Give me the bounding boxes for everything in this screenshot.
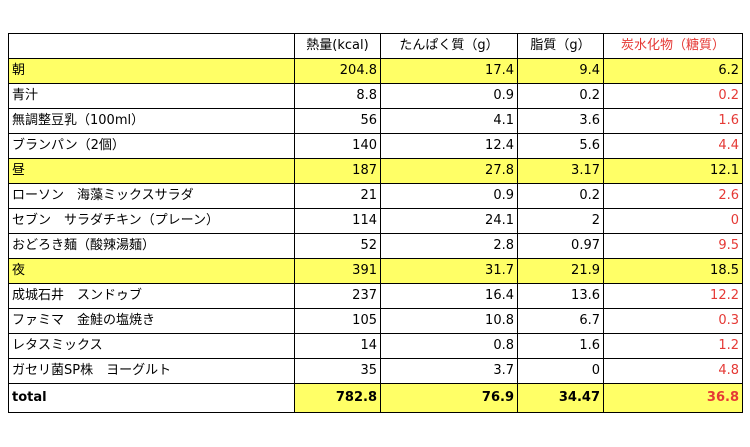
- cell-kcal: 35: [294, 358, 381, 384]
- cell-carb: 9.5: [603, 233, 743, 259]
- cell-protein: 31.7: [380, 258, 518, 284]
- cell-kcal: 204.8: [294, 58, 381, 84]
- cell-protein: 27.8: [380, 158, 518, 184]
- cell-fat: 0.2: [517, 83, 604, 109]
- cell-name: ファミマ 金鮭の塩焼き: [8, 308, 295, 334]
- total-carb: 36.8: [603, 383, 743, 413]
- cell-fat: 2: [517, 208, 604, 234]
- cell-carb: 12.2: [603, 283, 743, 309]
- cell-fat: 3.17: [517, 158, 604, 184]
- cell-carb: 0.2: [603, 83, 743, 109]
- table-body: 朝 204.8 17.4 9.4 6.2 青汁 8.8 0.9 0.2 0.2 無調整豆乳（100m…: [8, 58, 743, 384]
- cell-kcal: 14: [294, 333, 381, 359]
- cell-name: 朝: [8, 58, 295, 84]
- cell-fat: 0.2: [517, 183, 604, 209]
- cell-fat: 3.6: [517, 108, 604, 134]
- cell-kcal: 56: [294, 108, 381, 134]
- cell-protein: 17.4: [380, 58, 518, 84]
- header-cell-kcal: 熱量(kcal): [294, 33, 381, 59]
- section-row: 夜 391 31.7 21.9 18.5: [8, 258, 743, 284]
- header-cell-carb: 炭水化物（糖質）: [603, 33, 743, 59]
- total-label: total: [8, 383, 295, 413]
- cell-kcal: 8.8: [294, 83, 381, 109]
- cell-carb: 4.8: [603, 358, 743, 384]
- header-cell-fat: 脂質（g）: [517, 33, 604, 59]
- cell-name: おどろき麺（酸辣湯麺）: [8, 233, 295, 259]
- cell-protein: 12.4: [380, 133, 518, 159]
- cell-kcal: 187: [294, 158, 381, 184]
- cell-name: ガセリ菌SP株 ヨーグルト: [8, 358, 295, 384]
- table-row: ローソン 海藻ミックスサラダ 21 0.9 0.2 2.6: [8, 183, 743, 209]
- cell-carb: 0.3: [603, 308, 743, 334]
- table-row: 青汁 8.8 0.9 0.2 0.2: [8, 83, 743, 109]
- cell-kcal: 105: [294, 308, 381, 334]
- cell-name: 無調整豆乳（100ml）: [8, 108, 295, 134]
- cell-kcal: 52: [294, 233, 381, 259]
- cell-protein: 0.9: [380, 183, 518, 209]
- cell-name: 青汁: [8, 83, 295, 109]
- cell-fat: 1.6: [517, 333, 604, 359]
- table-row: レタスミックス 14 0.8 1.6 1.2: [8, 333, 743, 359]
- cell-protein: 0.8: [380, 333, 518, 359]
- cell-carb: 0: [603, 208, 743, 234]
- table-row: 無調整豆乳（100ml） 56 4.1 3.6 1.6: [8, 108, 743, 134]
- cell-name: 昼: [8, 158, 295, 184]
- cell-name: ブランパン（2個）: [8, 133, 295, 159]
- cell-carb: 1.6: [603, 108, 743, 134]
- cell-carb: 6.2: [603, 58, 743, 84]
- total-fat: 34.47: [517, 383, 604, 413]
- cell-kcal: 237: [294, 283, 381, 309]
- nutrition-table: 熱量(kcal) たんぱく質（g） 脂質（g） 炭水化物（糖質） 朝 204.8 1…: [8, 33, 743, 413]
- header-cell-protein: たんぱく質（g）: [380, 33, 518, 59]
- cell-fat: 13.6: [517, 283, 604, 309]
- cell-fat: 0.97: [517, 233, 604, 259]
- cell-carb: 4.4: [603, 133, 743, 159]
- cell-protein: 2.8: [380, 233, 518, 259]
- cell-carb: 18.5: [603, 258, 743, 284]
- cell-carb: 1.2: [603, 333, 743, 359]
- total-protein: 76.9: [380, 383, 518, 413]
- cell-name: 成城石井 スンドゥブ: [8, 283, 295, 309]
- cell-name: レタスミックス: [8, 333, 295, 359]
- cell-protein: 16.4: [380, 283, 518, 309]
- total-row: total 782.8 76.9 34.47 36.8: [8, 383, 743, 413]
- cell-name: セブン サラダチキン（プレーン）: [8, 208, 295, 234]
- cell-carb: 12.1: [603, 158, 743, 184]
- table-row: おどろき麺（酸辣湯麺） 52 2.8 0.97 9.5: [8, 233, 743, 259]
- cell-kcal: 140: [294, 133, 381, 159]
- cell-fat: 6.7: [517, 308, 604, 334]
- header-row: 熱量(kcal) たんぱく質（g） 脂質（g） 炭水化物（糖質）: [8, 33, 743, 59]
- table-row: セブン サラダチキン（プレーン） 114 24.1 2 0: [8, 208, 743, 234]
- cell-kcal: 391: [294, 258, 381, 284]
- section-row: 昼 187 27.8 3.17 12.1: [8, 158, 743, 184]
- table-row: ガセリ菌SP株 ヨーグルト 35 3.7 0 4.8: [8, 358, 743, 384]
- cell-name: 夜: [8, 258, 295, 284]
- cell-kcal: 21: [294, 183, 381, 209]
- cell-fat: 9.4: [517, 58, 604, 84]
- cell-fat: 0: [517, 358, 604, 384]
- cell-fat: 21.9: [517, 258, 604, 284]
- cell-kcal: 114: [294, 208, 381, 234]
- cell-name: ローソン 海藻ミックスサラダ: [8, 183, 295, 209]
- section-row: 朝 204.8 17.4 9.4 6.2: [8, 58, 743, 84]
- table-row: ファミマ 金鮭の塩焼き 105 10.8 6.7 0.3: [8, 308, 743, 334]
- cell-protein: 0.9: [380, 83, 518, 109]
- total-kcal: 782.8: [294, 383, 381, 413]
- cell-protein: 3.7: [380, 358, 518, 384]
- cell-protein: 24.1: [380, 208, 518, 234]
- table-row: ブランパン（2個） 140 12.4 5.6 4.4: [8, 133, 743, 159]
- cell-fat: 5.6: [517, 133, 604, 159]
- table-row: 成城石井 スンドゥブ 237 16.4 13.6 12.2: [8, 283, 743, 309]
- cell-carb: 2.6: [603, 183, 743, 209]
- cell-protein: 4.1: [380, 108, 518, 134]
- header-cell-name: [8, 33, 295, 59]
- cell-protein: 10.8: [380, 308, 518, 334]
